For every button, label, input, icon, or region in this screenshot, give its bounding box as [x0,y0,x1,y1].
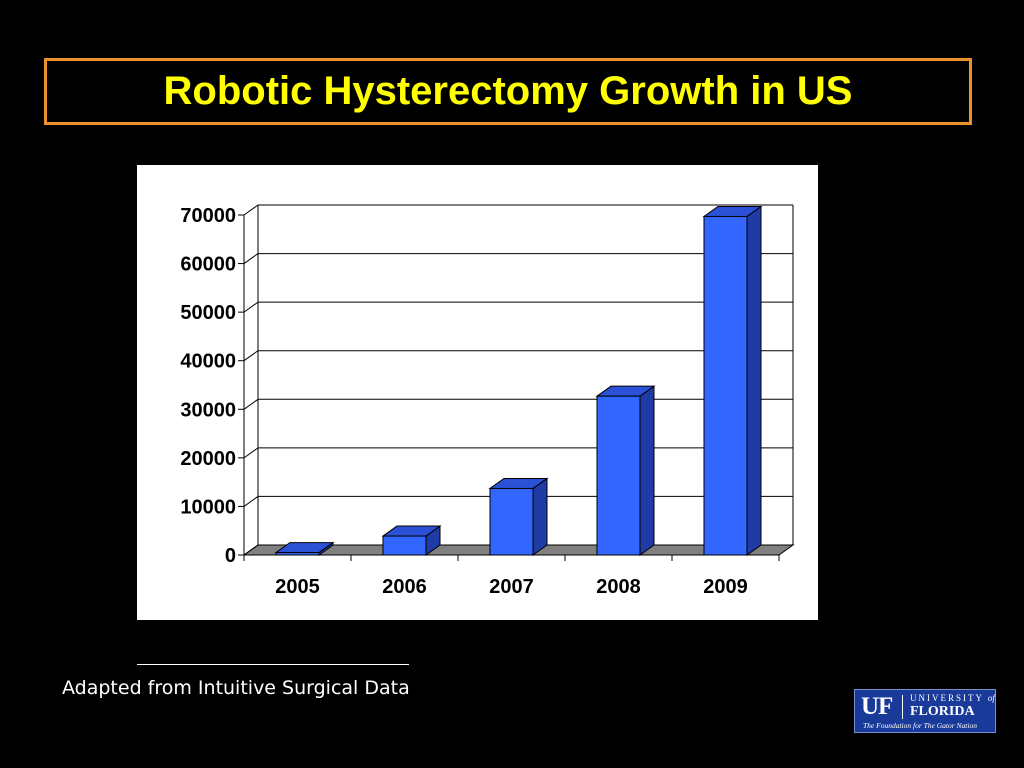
gridline-depth [243,496,259,507]
y-tick-label: 70000 [180,205,236,227]
bar-2008 [595,385,656,556]
chart-label-layer: 0 10000 20000 30000 40000 50000 60000 70000 2005… [180,205,747,598]
bar-2007 [488,477,549,556]
logo-divider [902,695,903,719]
bar-front [596,395,641,556]
y-tick-label: 0 [225,545,236,567]
y-tick-label: 50000 [180,302,236,324]
gridline-depth [243,544,259,556]
bar-side [746,205,762,556]
y-tick-label: 60000 [180,254,236,276]
bar-2005 [274,541,335,556]
source-note: Adapted from Intuitive Surgical Data [62,677,410,699]
bar-side [532,477,548,556]
source-divider [137,664,409,665]
gridline-depth [243,350,259,362]
x-tick-label-2007: 2007 [489,576,534,598]
bar-2009 [702,205,763,556]
x-tick-label-2005: 2005 [275,576,320,598]
bar-side [639,385,655,556]
y-tick-label: 10000 [180,496,236,518]
x-tick-label-2008: 2008 [596,576,641,598]
title-box: Robotic Hysterectomy Growth in US [44,58,972,125]
y-tick-label: 20000 [180,448,236,470]
y-tick-label: 30000 [180,399,236,421]
bar-front [275,552,320,556]
logo-university: UNIVERSITY of [910,693,995,703]
bar-front [703,215,748,556]
logo-of-word: of [987,693,995,703]
gridline-depth [243,253,259,264]
bar-chart: 0 10000 20000 30000 40000 50000 60000 70000 2005… [180,204,795,598]
bar-2006 [381,525,442,556]
gridline-depth [243,301,259,313]
logo-university-word: UNIVERSITY [910,693,984,703]
chart-bar-layer [274,205,763,556]
logo-tagline: The Foundation for The Gator Nation [863,721,977,730]
slide-title: Robotic Hysterectomy Growth in US [163,69,853,113]
logo-uf-mark: UF [861,693,893,720]
x-tick-label-2006: 2006 [382,576,427,598]
gridline-depth [243,204,259,216]
logo-florida: FLORIDA [910,704,975,719]
y-tick-label: 40000 [180,351,236,373]
uf-logo: UF UNIVERSITY of FLORIDA The Foundation … [854,689,996,733]
bar-front [382,535,427,556]
gridline-depth [243,447,259,459]
gridline-depth [243,398,259,410]
bar-front [489,487,534,556]
chart-panel: 0 10000 20000 30000 40000 50000 60000 70000 2005… [137,165,818,620]
x-tick-label-2009: 2009 [703,576,748,598]
